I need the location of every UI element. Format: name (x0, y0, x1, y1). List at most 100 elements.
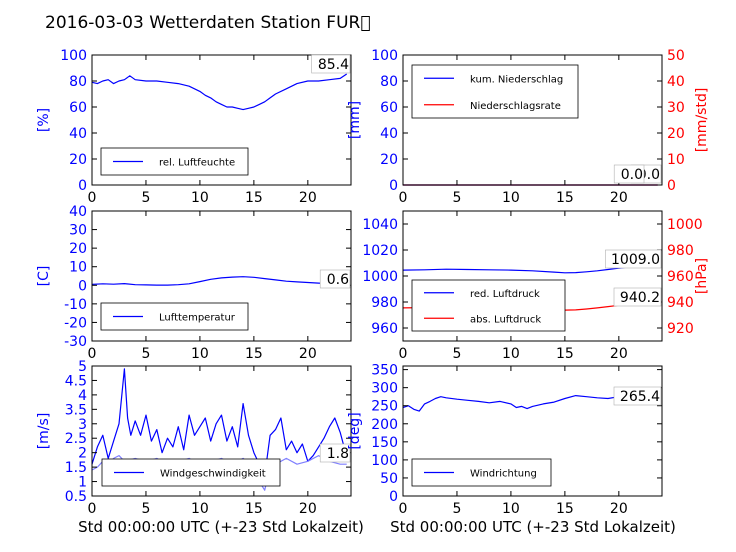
y-tick-label-humidity: 100 (60, 48, 87, 64)
x-tick-label-pressure: 20 (610, 346, 628, 362)
x-tick-label-humidity: 10 (191, 190, 209, 206)
legend-label-pressure: red. Luftdruck (470, 289, 540, 300)
y-tick-label-windspeed: 1.5 (65, 460, 87, 476)
x-tick-label-pressure: 5 (452, 346, 461, 362)
plot-frame-humidity (91, 54, 352, 186)
series-line-humidity-0 (91, 73, 348, 111)
y2-tick-label-pressure: 920 (667, 321, 694, 337)
x-tick-label-windspeed: 0 (88, 501, 97, 517)
y2-tick-label-pressure: 960 (667, 269, 694, 285)
x-tick-label-temperature: 15 (245, 346, 263, 362)
legend-winddir: Windrichtung (411, 458, 552, 487)
panel-pressure: 0 5 10 15 20 960 980 1000 1020 1040 920 940 960 980 10… (362, 210, 710, 362)
series-line-temperature-0 (91, 276, 347, 286)
y-tick-label-humidity: 60 (69, 100, 87, 116)
y-tick-label-temperature: 20 (69, 241, 87, 257)
y2-tick-label-precip: 40 (667, 74, 685, 90)
value-annotation-box-temperature (319, 269, 351, 289)
y-tick-label-windspeed: 4 (78, 388, 87, 404)
value-annotation-box-winddir (613, 386, 662, 406)
y2-tick-label-pressure: 1000 (667, 217, 703, 233)
value-annotation-humidity: 85.4 (318, 57, 349, 73)
x-tick-label-winddir: 10 (502, 501, 520, 517)
y-tick-label-pressure: 1000 (362, 269, 398, 285)
x-tick-label-windspeed: 5 (141, 501, 150, 517)
x-tick-label-precip: 5 (452, 190, 461, 206)
y2-tick-label-precip: 30 (667, 100, 685, 116)
y-axis-label-windspeed: [m/s] (36, 413, 52, 450)
y2-tick-label-precip: 20 (667, 126, 685, 142)
y-tick-label-pressure: 1040 (362, 217, 398, 233)
y-tick-label-temperature: 30 (69, 223, 87, 239)
panel-precip: 0 5 10 15 20 0 20 40 60 80 100 0 10 20 30 40 50 [mm] [mm/s… (347, 48, 710, 206)
x-tick-label-windspeed: 10 (191, 501, 209, 517)
y-tick-label-winddir: 0 (389, 489, 398, 505)
y-tick-label-humidity: 40 (69, 126, 87, 142)
y-tick-label-humidity: 80 (69, 74, 87, 90)
y-tick-label-pressure: 1020 (362, 243, 398, 259)
y-tick-label-winddir: 300 (371, 381, 398, 397)
legend-label-windspeed: Windgeschwindigkeit (160, 469, 266, 480)
y-tick-label-windspeed: 3.5 (65, 402, 87, 418)
value-annotation-precip: 0.0 (621, 167, 643, 183)
series-line-windspeed-0 (91, 368, 348, 477)
legend-label-humidity: rel. Luftfeuchte (159, 158, 235, 169)
x-tick-label-winddir: 15 (556, 501, 574, 517)
x-tick-label-humidity: 15 (245, 190, 263, 206)
x-tick-label-windspeed: 15 (245, 501, 263, 517)
x-axis-label-right: Std 00:00:00 UTC (+-23 Std Lokalzeit) (390, 518, 676, 536)
x-axis-label-left: Std 00:00:00 UTC (+-23 Std Lokalzeit) (78, 518, 364, 536)
y-tick-label-windspeed: 0.5 (65, 489, 87, 505)
y-tick-label-temperature: 10 (69, 260, 87, 276)
y2-tick-label-pressure: 940 (667, 295, 694, 311)
legend-box-pressure (411, 279, 566, 332)
legend-temperature: Lufttemperatur (100, 302, 249, 331)
y-axis-label-temperature: [C] (36, 266, 52, 287)
figure-title: 2016-03-03 Wetterdaten Station FUR  (45, 13, 371, 33)
legend-label-precip: kum. Niederschlag (470, 74, 563, 85)
y-tick-label-windspeed: 1 (78, 475, 87, 491)
panel-windspeed: 0 5 10 15 200.511.522.533.544.55[m/s]Windges… (36, 359, 352, 517)
y-tick-label-winddir: 250 (371, 399, 398, 415)
y-tick-label-precip: 100 (371, 48, 398, 64)
legend-label-winddir: Windrichtung (470, 469, 537, 480)
x-tick-label-temperature: 0 (88, 346, 97, 362)
value-annotation-box-pressure (605, 249, 662, 269)
y-tick-label-winddir: 200 (371, 417, 398, 433)
x-tick-label-pressure: 15 (556, 346, 574, 362)
y2-tick-label-precip: 0 (667, 178, 676, 194)
value-annotation-temperature: 0.6 (327, 272, 349, 288)
x-tick-label-temperature: 5 (141, 346, 150, 362)
value-annotation-box-pressure (613, 287, 662, 307)
value-annotation-pressure: 940.2 (620, 290, 660, 306)
value-annotation-box-precip (613, 164, 645, 184)
y-tick-label-temperature: -30 (64, 334, 87, 350)
y-axis-label-winddir: [deg] (347, 412, 363, 449)
x-tick-label-windspeed: 20 (299, 501, 317, 517)
y-tick-label-pressure: 960 (371, 321, 398, 337)
y-tick-label-humidity: 20 (69, 152, 87, 168)
x-tick-label-humidity: 0 (88, 190, 97, 206)
y-tick-label-temperature: -20 (64, 315, 87, 331)
legend-label-temperature: Lufttemperatur (159, 313, 236, 324)
y-tick-label-winddir: 350 (371, 363, 398, 379)
y2-tick-label-pressure: 980 (667, 243, 694, 259)
value-annotation-windspeed: 1.8 (327, 446, 349, 462)
y-tick-label-windspeed: 5 (78, 359, 87, 375)
y-tick-label-precip: 60 (380, 100, 398, 116)
y-tick-label-precip: 40 (380, 126, 398, 142)
series-line-winddir-0 (402, 394, 659, 412)
y2-axis-label-precip: [mm/std] (694, 88, 710, 153)
y-tick-label-precip: 80 (380, 74, 398, 90)
x-tick-label-winddir: 5 (452, 501, 461, 517)
x-tick-label-pressure: 0 (399, 346, 408, 362)
y-tick-label-windspeed: 2 (78, 446, 87, 462)
x-tick-label-temperature: 20 (299, 346, 317, 362)
y-tick-label-temperature: 0 (78, 278, 87, 294)
x-tick-label-temperature: 10 (191, 346, 209, 362)
plot-frame-winddir (402, 365, 663, 497)
y-tick-label-winddir: 100 (371, 453, 398, 469)
y-axis-label-precip: [mm] (347, 101, 363, 139)
x-tick-label-precip: 20 (610, 190, 628, 206)
